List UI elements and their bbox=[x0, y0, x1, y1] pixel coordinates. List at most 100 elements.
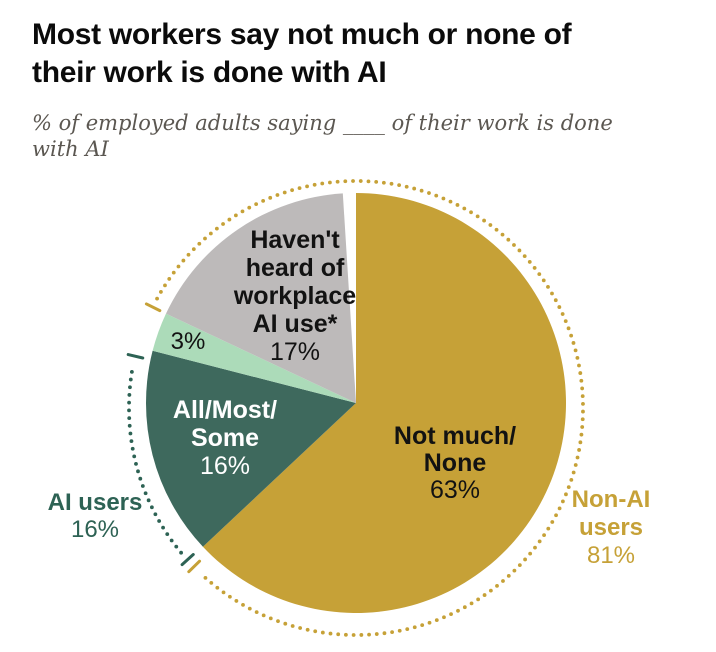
slice-label-line: Not much/ bbox=[393, 422, 517, 450]
group-arc-dot bbox=[506, 237, 511, 242]
group-arc-dot bbox=[381, 180, 386, 185]
group-arc-dot bbox=[176, 264, 181, 269]
group-arc-dot bbox=[358, 179, 363, 183]
group-arc-dot bbox=[476, 597, 481, 602]
group-arc-dot bbox=[571, 470, 576, 475]
pie-slice-0 bbox=[202, 193, 566, 613]
group-arc-dot bbox=[351, 179, 355, 183]
group-arc-dot bbox=[456, 608, 460, 613]
group-label-line: Non-AI bbox=[571, 486, 651, 513]
group-arc-dot bbox=[328, 631, 333, 636]
group-label-line: AI users bbox=[47, 489, 143, 516]
group-arc-dot bbox=[469, 210, 473, 215]
group-arc-dot bbox=[344, 632, 348, 637]
group-arc-dot bbox=[512, 243, 516, 247]
chart-subtitle: % of employed adults saying ____ of thei… bbox=[32, 110, 613, 162]
group-arc-dot bbox=[127, 400, 131, 405]
group-arc-dot bbox=[268, 195, 273, 200]
group-arc-dot bbox=[580, 394, 585, 399]
slice-label-all-most-some: All/Most/ Some 16% bbox=[173, 396, 277, 480]
group-arc-dot bbox=[564, 492, 568, 497]
group-arc-dot bbox=[389, 181, 394, 186]
group-arc-dot bbox=[128, 377, 133, 382]
group-arc-dot bbox=[127, 423, 132, 428]
group-arc-dot bbox=[234, 599, 239, 603]
group-arc-dot bbox=[569, 333, 574, 338]
group-arc-dot bbox=[546, 526, 551, 531]
group-arc-dot bbox=[501, 579, 505, 583]
group-arc-dot bbox=[305, 184, 309, 189]
group-arc-dot bbox=[533, 545, 537, 550]
group-arc-dot bbox=[404, 184, 409, 189]
group-arc-dot bbox=[312, 182, 317, 187]
group-arc-dot bbox=[462, 206, 467, 211]
group-arc-dot bbox=[130, 446, 135, 451]
group-arc-dot bbox=[537, 539, 542, 544]
group-label-ai-users: AI users 16% bbox=[48, 489, 143, 543]
group-arc-dot bbox=[554, 513, 558, 518]
group-arc-dot bbox=[359, 633, 364, 637]
group-arc-dot bbox=[261, 198, 266, 203]
group-arc-dot bbox=[495, 583, 499, 588]
group-arc-dot bbox=[146, 498, 151, 503]
pie-slice-1 bbox=[145, 350, 356, 547]
group-arc-dot bbox=[127, 393, 132, 397]
group-arc-dot bbox=[580, 417, 585, 422]
group-arc-dot bbox=[203, 236, 207, 241]
chart-title-line2: their work is done with AI bbox=[32, 56, 387, 89]
group-arc-tick bbox=[126, 353, 145, 360]
group-arc-dot bbox=[203, 575, 208, 580]
group-arc-dot bbox=[488, 588, 493, 593]
slice-label-line: Haven't bbox=[250, 226, 340, 254]
group-arc-dot bbox=[542, 533, 546, 538]
group-arc-dot bbox=[427, 620, 432, 625]
group-arc-dot bbox=[159, 290, 163, 294]
group-arc-dot bbox=[138, 476, 143, 481]
group-arc-dot bbox=[283, 621, 288, 626]
group-arc-dot bbox=[449, 612, 453, 617]
group-arc-dot bbox=[550, 520, 555, 524]
group-arc-dot bbox=[541, 278, 546, 283]
slice-label-not-much-none: Not much/ None 63% bbox=[394, 423, 516, 504]
group-arc-dot bbox=[581, 401, 585, 406]
group-arc-dot bbox=[140, 484, 145, 488]
group-arc-dot bbox=[578, 440, 583, 445]
group-arc-dot bbox=[412, 186, 417, 191]
group-arc-dot bbox=[577, 448, 581, 452]
slice-label-line: Some bbox=[190, 424, 260, 452]
group-arc-dot bbox=[448, 199, 453, 204]
group-arc-tick bbox=[187, 559, 202, 574]
group-arc-dot bbox=[517, 563, 522, 568]
group-arc-dot bbox=[191, 247, 196, 252]
group-arc-dot bbox=[434, 618, 439, 623]
group-arc-dot bbox=[157, 519, 162, 523]
group-arc-dot bbox=[419, 188, 424, 193]
group-arc-dot bbox=[240, 209, 245, 214]
group-arc-dot bbox=[129, 439, 134, 444]
group-arc-dot bbox=[580, 425, 585, 429]
group-arc-dot bbox=[241, 602, 245, 607]
group-arc-dot bbox=[488, 223, 493, 227]
group-arc-dot bbox=[227, 594, 232, 599]
group-arc-dot bbox=[165, 532, 170, 537]
group-arc-tick bbox=[144, 302, 162, 313]
slice-value-label: 17% bbox=[269, 338, 321, 366]
slice-value-label: 16% bbox=[199, 452, 251, 480]
group-arc-dot bbox=[462, 605, 467, 610]
group-arc-dot bbox=[298, 626, 303, 630]
group-arc-dot bbox=[221, 590, 226, 595]
group-arc-dot bbox=[290, 188, 294, 193]
group-arc-dot bbox=[528, 551, 533, 556]
group-arc-dot bbox=[163, 283, 167, 288]
group-arc-dot bbox=[155, 296, 159, 301]
group-arc-dot bbox=[136, 469, 140, 474]
group-arc-dot bbox=[221, 222, 225, 226]
group-arc-dot bbox=[512, 568, 517, 573]
chart-title: Most workers say not much or none of the… bbox=[32, 16, 572, 92]
group-arc-dot bbox=[560, 312, 565, 316]
group-arc-dot bbox=[405, 627, 410, 632]
group-arc-dot bbox=[247, 606, 252, 611]
group-arc-dot bbox=[181, 258, 186, 263]
group-arc-dot bbox=[161, 525, 165, 530]
group-arc-dot bbox=[579, 432, 584, 437]
